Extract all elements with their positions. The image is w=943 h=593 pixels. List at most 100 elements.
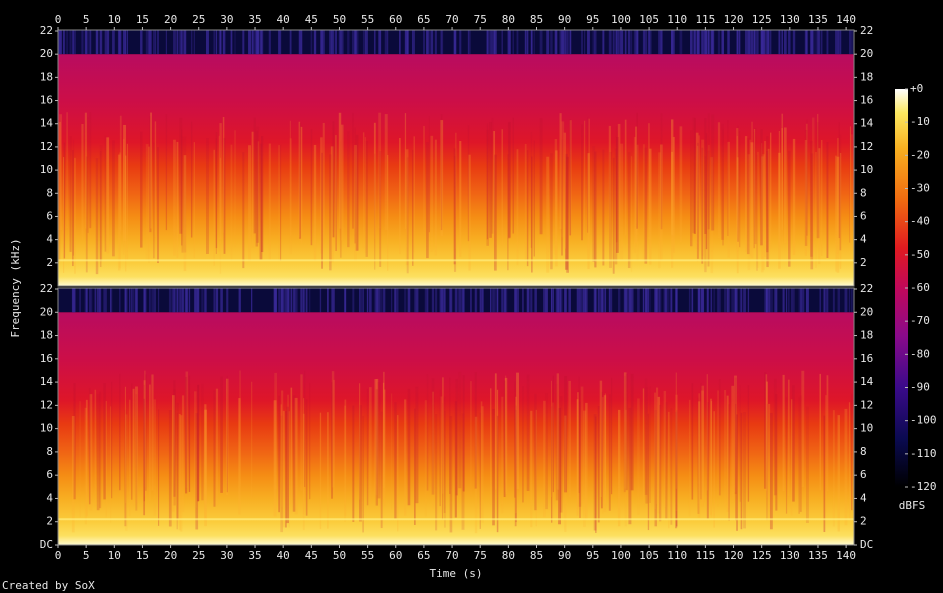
texture <box>624 30 627 55</box>
texture <box>787 288 790 313</box>
y-tick-label: 18 <box>40 70 53 83</box>
texture <box>844 408 848 526</box>
texture <box>230 144 233 261</box>
y-tick-label: 22 <box>40 24 53 37</box>
x-tick-label: 95 <box>586 13 599 26</box>
texture <box>424 400 427 517</box>
texture <box>117 30 121 55</box>
texture <box>213 30 215 55</box>
texture <box>193 288 197 313</box>
texture <box>804 30 807 55</box>
texture <box>593 414 597 531</box>
y-tick-label: 14 <box>860 375 874 388</box>
texture <box>58 121 61 238</box>
texture <box>624 410 627 527</box>
texture <box>496 389 499 507</box>
x-tick-label: 90 <box>558 549 571 562</box>
texture <box>251 288 253 313</box>
texture <box>362 288 364 313</box>
texture <box>556 373 560 490</box>
texture <box>332 121 335 238</box>
texture <box>278 30 281 55</box>
texture <box>757 30 759 55</box>
texture <box>366 388 369 506</box>
texture <box>273 288 277 313</box>
texture <box>453 155 457 272</box>
texture <box>278 395 280 513</box>
texture <box>125 155 127 272</box>
texture <box>333 379 335 497</box>
texture <box>766 151 769 268</box>
texture <box>157 147 159 264</box>
texture <box>153 288 157 313</box>
texture <box>375 389 378 506</box>
texture <box>546 156 550 273</box>
texture <box>695 132 699 249</box>
texture <box>636 144 639 261</box>
texture <box>671 30 674 55</box>
texture <box>672 136 675 253</box>
texture <box>474 416 478 534</box>
y-tick-label: DC <box>860 538 873 551</box>
texture <box>625 288 628 313</box>
x-tick-label: 60 <box>389 13 402 26</box>
texture <box>760 30 764 55</box>
texture <box>468 154 471 271</box>
texture <box>444 288 446 313</box>
texture <box>676 410 678 527</box>
texture <box>821 140 823 256</box>
texture <box>440 288 443 313</box>
texture <box>193 391 197 508</box>
texture <box>329 154 332 271</box>
texture <box>288 288 290 313</box>
texture <box>453 30 456 55</box>
texture <box>526 374 530 491</box>
texture <box>765 381 768 498</box>
texture <box>768 403 771 521</box>
texture <box>501 396 504 514</box>
texture <box>817 30 819 55</box>
texture <box>785 288 788 313</box>
texture <box>849 30 851 55</box>
texture <box>87 117 89 234</box>
texture <box>508 121 511 238</box>
texture <box>359 383 361 500</box>
texture <box>302 288 305 313</box>
texture <box>608 125 611 242</box>
texture <box>836 156 840 273</box>
texture <box>522 386 524 503</box>
texture <box>747 288 750 313</box>
texture <box>442 288 444 313</box>
texture <box>657 288 660 313</box>
texture <box>818 30 821 55</box>
texture <box>150 112 152 229</box>
texture <box>692 117 696 234</box>
y-tick-label: 22 <box>40 282 53 295</box>
texture <box>193 30 195 55</box>
texture <box>63 30 65 55</box>
texture <box>530 288 533 313</box>
y-tick-label: 12 <box>860 398 873 411</box>
texture <box>620 143 624 260</box>
texture <box>319 412 322 530</box>
texture <box>171 395 175 512</box>
texture <box>331 371 335 488</box>
texture <box>826 142 829 258</box>
texture <box>642 388 645 505</box>
texture <box>280 30 282 55</box>
texture <box>792 138 796 255</box>
texture <box>63 142 66 259</box>
texture <box>604 393 606 510</box>
texture <box>753 132 756 249</box>
texture <box>766 403 768 521</box>
texture <box>642 144 645 261</box>
texture <box>751 30 753 55</box>
texture <box>220 376 223 493</box>
texture <box>173 380 176 497</box>
texture <box>81 124 84 240</box>
texture <box>298 121 301 238</box>
texture <box>580 288 584 313</box>
texture <box>559 30 562 55</box>
texture <box>180 415 183 532</box>
texture <box>99 145 103 262</box>
